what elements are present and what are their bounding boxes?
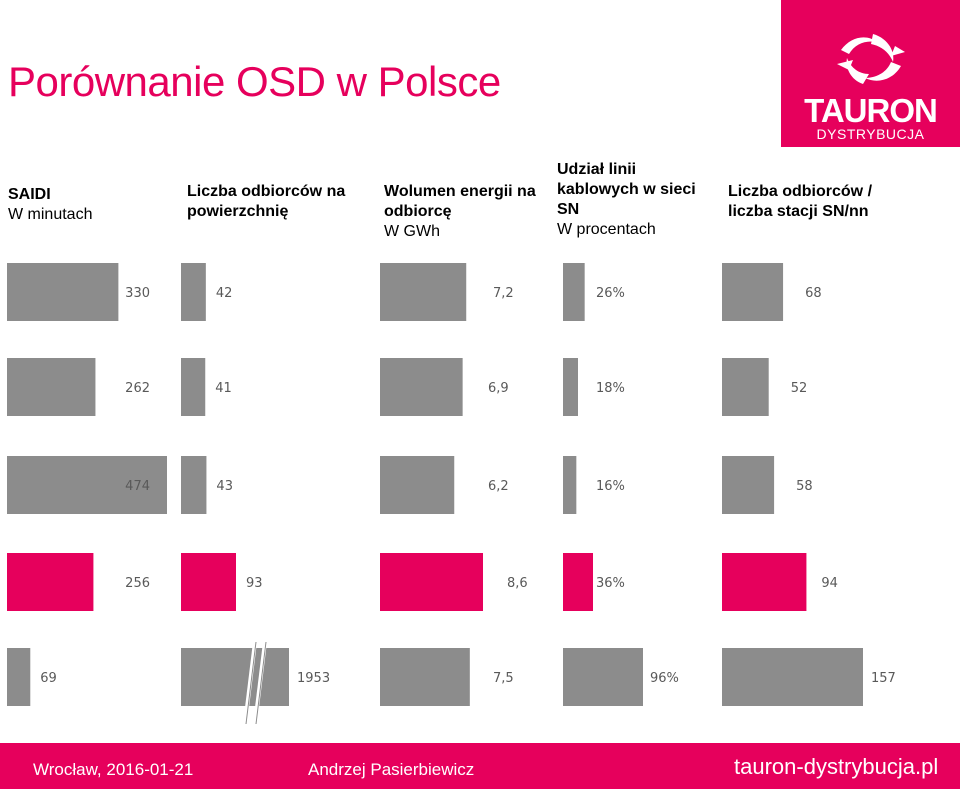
- bar-3-4: [563, 648, 643, 706]
- footer-bar: Wrocław, 2016-01-21 Andrzej Pasierbiewic…: [0, 743, 960, 789]
- bar-label-0-4: 69: [40, 671, 57, 686]
- bar-4-2: [722, 456, 775, 514]
- bar-label-1-1: 41: [215, 381, 232, 396]
- header-customers-per-area: Liczba odbiorców na powierzchnię: [187, 182, 345, 222]
- bar-2-1: [380, 358, 463, 416]
- bar-label-2-0: 7,2: [493, 286, 514, 301]
- bar-label-4-3: 94: [821, 576, 838, 591]
- axis-break-mark: [255, 641, 267, 725]
- bar-label-3-2: 16%: [596, 479, 625, 494]
- bar-label-1-2: 43: [216, 479, 233, 494]
- axis-break-gap: [243, 641, 257, 725]
- header-line: Liczba odbiorców /: [728, 183, 873, 200]
- bar-label-1-4: 1953: [297, 671, 330, 686]
- bar-3-3: [563, 553, 593, 611]
- bar-0-4: [7, 648, 31, 706]
- bar-4-4: [722, 648, 863, 706]
- header-line: liczba stacji SN/nn: [728, 203, 869, 220]
- header-line: Wolumen energii na: [384, 183, 536, 200]
- logo-subtitle: DYSTRYBUCJA: [816, 126, 925, 142]
- bar-0-0: [7, 263, 119, 321]
- bar-label-0-3: 256: [125, 576, 150, 591]
- bar-1-0: [181, 263, 206, 321]
- bar-2-4: [380, 648, 470, 706]
- bar-1-4: [181, 648, 289, 706]
- header-saidi: SAIDI W minutach: [8, 185, 92, 225]
- bar-label-2-1: 6,9: [488, 381, 509, 396]
- bar-4-3: [722, 553, 807, 611]
- bar-label-1-3: 93: [246, 576, 263, 591]
- tauron-logo: TAURON DYSTRYBUCJA: [781, 0, 960, 147]
- header-line: W GWh: [384, 223, 440, 240]
- bar-0-1: [7, 358, 96, 416]
- bar-label-4-2: 58: [796, 479, 813, 494]
- header-customers-per-station: Liczba odbiorców / liczba stacji SN/nn: [728, 182, 872, 222]
- tauron-star-icon: [837, 34, 905, 84]
- bar-label-2-2: 6,2: [488, 479, 509, 494]
- bar-0-3: [7, 553, 94, 611]
- header-line: W procentach: [557, 221, 656, 238]
- bar-label-1-0: 42: [216, 286, 233, 301]
- header-line: kablowych w sieci: [557, 181, 696, 198]
- header-line: W minutach: [8, 206, 93, 223]
- bar-label-3-3: 36%: [596, 576, 625, 591]
- bar-label-0-1: 262: [125, 381, 150, 396]
- header-line: Udział linii: [557, 161, 637, 178]
- bar-3-1: [563, 358, 578, 416]
- bar-label-3-0: 26%: [596, 286, 625, 301]
- footer-date: Wrocław, 2016-01-21: [33, 760, 194, 779]
- bar-label-0-0: 330: [125, 286, 150, 301]
- footer-author: Andrzej Pasierbiewicz: [308, 760, 475, 779]
- axis-break-mark: [245, 641, 257, 725]
- bar-label-3-1: 18%: [596, 381, 625, 396]
- bar-4-1: [722, 358, 769, 416]
- header-line: SN: [557, 201, 580, 218]
- bar-2-0: [380, 263, 467, 321]
- bar-3-2: [563, 456, 577, 514]
- bar-3-0: [563, 263, 585, 321]
- bar-1-2: [181, 456, 207, 514]
- bar-label-0-2: 474: [125, 479, 150, 494]
- bar-0-2: [7, 456, 167, 514]
- bar-label-4-4: 157: [871, 671, 896, 686]
- bar-4-0: [722, 263, 784, 321]
- header-line: powierzchnię: [187, 203, 289, 220]
- footer-website: tauron-dystrybucja.pl: [734, 754, 939, 779]
- header-energy-volume: Wolumen energii na odbiorcę W GWh: [384, 182, 536, 242]
- header-line: SAIDI: [8, 186, 51, 203]
- bar-2-3: [380, 553, 483, 611]
- header-line: odbiorcę: [384, 203, 452, 220]
- bar-2-2: [380, 456, 455, 514]
- bar-label-2-4: 7,5: [493, 671, 514, 686]
- bar-label-4-1: 52: [791, 381, 808, 396]
- header-line: Liczba odbiorców na: [187, 183, 346, 200]
- axis-break-gap: [253, 641, 267, 725]
- bar-1-3: [181, 553, 236, 611]
- bar-1-1: [181, 358, 206, 416]
- bar-label-2-3: 8,6: [507, 576, 528, 591]
- bar-label-4-0: 68: [805, 286, 822, 301]
- header-cable-share: Udział linii kablowych w sieci SN W proc…: [557, 160, 696, 240]
- bar-label-3-4: 96%: [650, 671, 679, 686]
- page-title: Porównanie OSD w Polsce: [8, 58, 501, 105]
- logo-name: TAURON: [804, 92, 938, 129]
